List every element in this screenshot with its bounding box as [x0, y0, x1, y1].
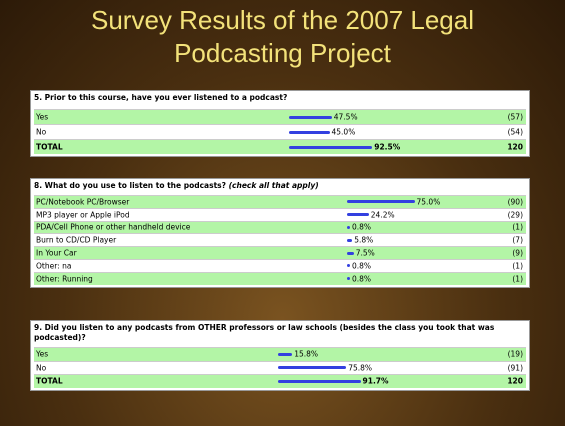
- count: (1): [512, 274, 523, 283]
- count: (19): [508, 350, 523, 359]
- answer-label: PC/Notebook PC/Browser: [36, 197, 129, 206]
- percent-bar: [347, 277, 350, 280]
- answer-row: No 75.8% (91): [34, 361, 526, 375]
- percent-label: 24.2%: [371, 210, 395, 219]
- percent-label: 91.7%: [363, 377, 389, 386]
- answer-label: TOTAL: [36, 377, 63, 386]
- count: (9): [512, 249, 523, 258]
- count: (54): [508, 128, 523, 137]
- total-row: TOTAL 91.7% 120: [34, 374, 526, 388]
- answer-row: Other: Running 0.8% (1): [34, 272, 526, 285]
- percent-label: 0.8%: [352, 274, 371, 283]
- question: 9. Did you listen to any podcasts from O…: [34, 323, 494, 342]
- question-panel: 8. What do you use to listen to the podc…: [30, 178, 530, 288]
- percent-label: 0.8%: [352, 261, 371, 270]
- count: 120: [507, 143, 523, 152]
- percent-label: 75.0%: [417, 197, 441, 206]
- percent-bar: [278, 366, 346, 369]
- answer-label: Other: na: [36, 261, 71, 270]
- answer-label: No: [36, 128, 46, 137]
- answer-label: MP3 player or Apple iPod: [36, 210, 130, 219]
- percent-bar: [278, 380, 361, 383]
- count: (91): [508, 363, 523, 372]
- answer-row: Yes 47.5% (57): [34, 109, 526, 124]
- percent-label: 15.8%: [294, 350, 318, 359]
- percent-bar: [289, 146, 372, 149]
- answer-row: Other: na 0.8% (1): [34, 259, 526, 272]
- percent-bar: [289, 116, 332, 119]
- answer-row: No 45.0% (54): [34, 124, 526, 139]
- percent-label: 7.5%: [356, 249, 375, 258]
- percent-label: 75.8%: [348, 363, 372, 372]
- percent-label: 5.8%: [354, 236, 373, 245]
- slide-title: Survey Results of the 2007 Legal Podcast…: [40, 4, 525, 70]
- count: (57): [508, 113, 523, 122]
- count: (1): [512, 223, 523, 232]
- percent-bar: [278, 353, 292, 356]
- count: (1): [512, 261, 523, 270]
- count: (90): [508, 197, 523, 206]
- percent-bar: [347, 264, 350, 267]
- question-panel: 9. Did you listen to any podcasts from O…: [30, 320, 530, 391]
- question-text: 9. Did you listen to any podcasts from O…: [34, 323, 526, 345]
- question: 5. Prior to this course, have you ever l…: [34, 93, 287, 102]
- answer-row: PDA/Cell Phone or other handheld device 0…: [34, 221, 526, 234]
- percent-bar: [347, 239, 352, 242]
- percent-bar: [347, 252, 354, 255]
- question-note: (check all that apply): [229, 181, 319, 190]
- answer-label: Yes: [36, 350, 48, 359]
- percent-bar: [289, 131, 330, 134]
- answer-label: In Your Car: [36, 249, 77, 258]
- percent-bar: [347, 200, 415, 203]
- count: (7): [512, 236, 523, 245]
- answer-row: MP3 player or Apple iPod 24.2% (29): [34, 208, 526, 221]
- total-row: TOTAL 92.5% 120: [34, 139, 526, 154]
- answer-label: Other: Running: [36, 274, 93, 283]
- question-text: 5. Prior to this course, have you ever l…: [34, 93, 526, 107]
- answer-label: Yes: [36, 113, 48, 122]
- question: 8. What do you use to listen to the podc…: [34, 181, 226, 190]
- answer-label: PDA/Cell Phone or other handheld device: [36, 223, 190, 232]
- percent-label: 92.5%: [374, 143, 400, 152]
- percent-label: 0.8%: [352, 223, 371, 232]
- answer-label: Burn to CD/CD Player: [36, 236, 116, 245]
- answer-label: TOTAL: [36, 143, 63, 152]
- count: (29): [508, 210, 523, 219]
- answer-label: No: [36, 363, 46, 372]
- answer-row: Yes 15.8% (19): [34, 347, 526, 361]
- answer-row: In Your Car 7.5% (9): [34, 246, 526, 259]
- percent-label: 45.0%: [332, 128, 356, 137]
- count: 120: [507, 377, 523, 386]
- answer-row: PC/Notebook PC/Browser 75.0% (90): [34, 195, 526, 208]
- question-panel: 5. Prior to this course, have you ever l…: [30, 90, 530, 157]
- answer-row: Burn to CD/CD Player 5.8% (7): [34, 233, 526, 246]
- percent-bar: [347, 226, 350, 229]
- slide: Survey Results of the 2007 Legal Podcast…: [0, 0, 565, 426]
- percent-label: 47.5%: [334, 113, 358, 122]
- question-text: 8. What do you use to listen to the podc…: [34, 181, 526, 193]
- percent-bar: [347, 213, 369, 216]
